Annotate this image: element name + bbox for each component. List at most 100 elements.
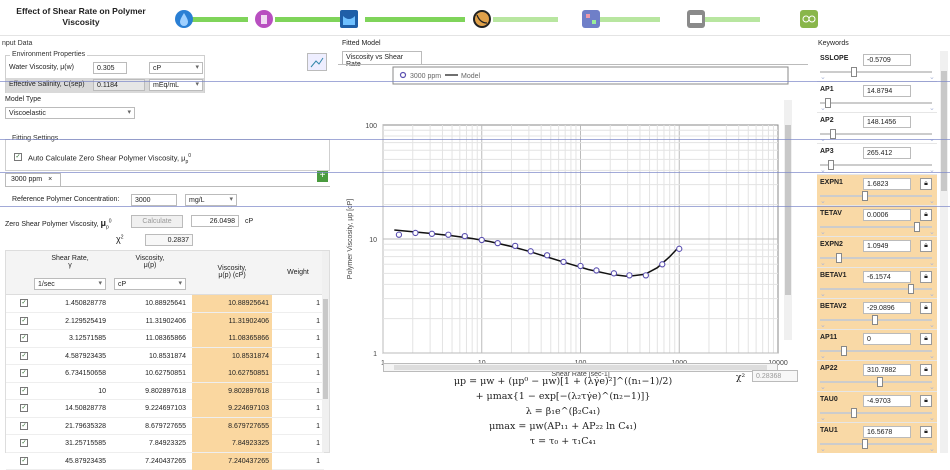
shear-rate-cell[interactable]: 45.87923435 xyxy=(34,458,106,465)
chevron-down-icon[interactable]: ⌄ xyxy=(929,383,935,391)
chevron-down-icon[interactable]: ⌄ xyxy=(820,259,826,267)
row-checkbox[interactable]: ✓ xyxy=(20,334,28,342)
keyword-slider[interactable] xyxy=(820,102,932,104)
slider-thumb[interactable] xyxy=(836,253,842,263)
lock-icon[interactable]: 🔒︎ xyxy=(920,364,932,376)
ref-conc-unit-select[interactable]: mg/L xyxy=(185,194,237,206)
keyword-slider[interactable] xyxy=(820,350,932,352)
shear-rate-cell[interactable]: 21.79635328 xyxy=(34,423,106,430)
graph-icon[interactable] xyxy=(473,10,491,28)
keyword-slider[interactable] xyxy=(820,288,932,290)
tank-icon[interactable] xyxy=(340,10,358,28)
shear-rate-cell[interactable]: 4.587923435 xyxy=(34,353,106,360)
keyword-value-input[interactable]: -0.5709 xyxy=(863,54,911,66)
keyword-value-input[interactable]: -29.0896 xyxy=(863,302,911,314)
viscosity-unit-select[interactable]: cP xyxy=(114,278,186,290)
viscosity-cell[interactable]: 11.08365866 xyxy=(114,335,186,342)
lock-icon[interactable]: 🔒︎ xyxy=(920,271,932,283)
keyword-value-input[interactable]: -4.9703 xyxy=(863,395,911,407)
shear-rate-cell[interactable]: 6.734150658 xyxy=(34,370,106,377)
row-checkbox[interactable]: ✓ xyxy=(20,369,28,377)
keyword-value-input[interactable]: -6.1574 xyxy=(863,271,911,283)
shear-rate-cell[interactable]: 1.450828778 xyxy=(34,300,106,307)
calculate-button[interactable]: Calculate xyxy=(131,215,183,228)
keyword-slider[interactable] xyxy=(820,257,932,259)
keyword-slider[interactable] xyxy=(820,412,932,414)
row-checkbox[interactable]: ✓ xyxy=(20,457,28,465)
row-checkbox[interactable]: ✓ xyxy=(20,439,28,447)
table-scrollbar[interactable] xyxy=(322,251,329,452)
viscosity-cell[interactable]: 9.224697103 xyxy=(114,405,186,412)
weight-cell[interactable]: 1 xyxy=(276,300,320,307)
chevron-down-icon[interactable]: ⌄ xyxy=(820,414,826,422)
viscosity-cell[interactable]: 10.62750851 xyxy=(114,370,186,377)
zero-shear-value[interactable]: 26.0498 xyxy=(191,215,239,227)
weight-cell[interactable]: 1 xyxy=(276,388,320,395)
keyword-slider[interactable] xyxy=(820,71,932,73)
shear-rate-unit-select[interactable]: 1/sec xyxy=(34,278,106,290)
lock-icon[interactable]: 🔒︎ xyxy=(920,395,932,407)
shear-rate-cell[interactable]: 3.12571585 xyxy=(34,335,106,342)
weight-cell[interactable]: 1 xyxy=(276,353,320,360)
shear-rate-cell[interactable]: 10 xyxy=(34,388,106,395)
tab-viscosity-vs-shear[interactable]: Viscosity vs Shear Rate xyxy=(342,51,422,64)
keyword-value-input[interactable]: 0.0006 xyxy=(863,209,911,221)
chevron-down-icon[interactable]: ⌄ xyxy=(929,104,935,112)
slider-thumb[interactable] xyxy=(872,315,878,325)
row-checkbox[interactable]: ✓ xyxy=(20,352,28,360)
chevron-down-icon[interactable]: ⌄ xyxy=(820,383,826,391)
slider-thumb[interactable] xyxy=(828,160,834,170)
chart-edit-icon[interactable] xyxy=(307,53,327,71)
keyword-slider[interactable] xyxy=(820,133,932,135)
slider-thumb[interactable] xyxy=(841,346,847,356)
row-checkbox[interactable]: ✓ xyxy=(20,387,28,395)
weight-cell[interactable]: 1 xyxy=(276,318,320,325)
water-drop-icon[interactable] xyxy=(175,10,193,28)
water-viscosity-unit-select[interactable]: cP xyxy=(149,62,203,74)
chevron-down-icon[interactable]: ⌄ xyxy=(820,197,826,205)
chevron-down-icon[interactable]: ⌄ xyxy=(929,352,935,360)
keyword-slider[interactable] xyxy=(820,381,932,383)
tab-3000ppm[interactable]: 3000 ppm × xyxy=(5,173,61,186)
viscosity-cell[interactable]: 7.240437265 xyxy=(114,458,186,465)
weight-cell[interactable]: 1 xyxy=(276,335,320,342)
grid-icon[interactable] xyxy=(582,10,600,28)
keyword-value-input[interactable]: 148.1456 xyxy=(863,116,911,128)
slider-thumb[interactable] xyxy=(851,408,857,418)
shear-rate-cell[interactable]: 2.129525419 xyxy=(34,318,106,325)
chevron-down-icon[interactable]: ⌄ xyxy=(929,321,935,329)
keyword-slider[interactable] xyxy=(820,195,932,197)
shear-rate-cell[interactable]: 31.25715585 xyxy=(34,440,106,447)
viscosity-cell[interactable]: 7.84923325 xyxy=(114,440,186,447)
keywords-scrollbar[interactable] xyxy=(940,51,948,453)
model-type-select[interactable]: Viscoelastic xyxy=(5,107,135,119)
chevron-down-icon[interactable]: ⌄ xyxy=(820,352,826,360)
weight-cell[interactable]: 1 xyxy=(276,458,320,465)
viscosity-cell[interactable]: 10.8531874 xyxy=(114,353,186,360)
slider-thumb[interactable] xyxy=(908,284,914,294)
chevron-down-icon[interactable]: ⌄ xyxy=(820,445,826,453)
slider-thumb[interactable] xyxy=(825,98,831,108)
keyword-value-input[interactable]: 0 xyxy=(863,333,911,345)
weight-cell[interactable]: 1 xyxy=(276,370,320,377)
ref-conc-input[interactable]: 3000 xyxy=(131,194,177,206)
chevron-down-icon[interactable]: ⌄ xyxy=(929,228,935,236)
chevron-down-icon[interactable]: ⌄ xyxy=(820,290,826,298)
shear-rate-cell[interactable]: 14.50828778 xyxy=(34,405,106,412)
keyword-slider[interactable] xyxy=(820,226,932,228)
keyword-slider[interactable] xyxy=(820,164,932,166)
chevron-down-icon[interactable]: ⌄ xyxy=(820,104,826,112)
chevron-down-icon[interactable]: ⌄ xyxy=(929,73,935,81)
beaker-icon[interactable] xyxy=(255,10,273,28)
chevron-down-icon[interactable]: ⌄ xyxy=(820,228,826,236)
link-icon[interactable] xyxy=(800,10,818,28)
chart-hscrollbar[interactable] xyxy=(383,363,778,372)
viscosity-cell[interactable]: 11.31902406 xyxy=(114,318,186,325)
